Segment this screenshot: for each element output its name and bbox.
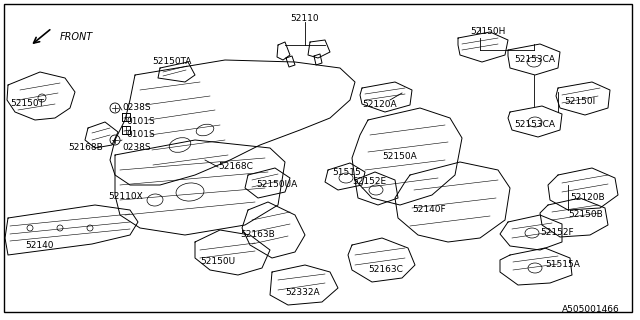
Text: 52150H: 52150H xyxy=(470,27,506,36)
Text: FRONT: FRONT xyxy=(60,32,93,42)
Text: 52150I: 52150I xyxy=(564,97,595,106)
Text: 52332A: 52332A xyxy=(285,288,319,297)
Text: 51515: 51515 xyxy=(332,168,361,177)
Text: A505001466: A505001466 xyxy=(563,305,620,314)
Text: 52110X: 52110X xyxy=(108,192,143,201)
Text: 51515A: 51515A xyxy=(545,260,580,269)
Text: 52153CA: 52153CA xyxy=(514,55,555,64)
Text: 52150A: 52150A xyxy=(382,152,417,161)
Text: 52152E: 52152E xyxy=(352,177,386,186)
Text: 52152F: 52152F xyxy=(540,228,573,237)
Text: 52163B: 52163B xyxy=(240,230,275,239)
Text: 52120B: 52120B xyxy=(570,193,605,202)
Text: 52120A: 52120A xyxy=(362,100,397,109)
Text: 0238S: 0238S xyxy=(122,103,150,112)
Text: 52150U: 52150U xyxy=(200,257,235,266)
Text: 52168B: 52168B xyxy=(68,143,103,152)
Text: 0238S: 0238S xyxy=(122,143,150,152)
Text: 0101S: 0101S xyxy=(126,117,155,126)
Text: 52140F: 52140F xyxy=(412,205,445,214)
Text: 0101S: 0101S xyxy=(126,130,155,139)
Text: 52140: 52140 xyxy=(25,241,54,250)
Text: 52150T: 52150T xyxy=(10,99,44,108)
Text: 52150TA: 52150TA xyxy=(152,57,191,66)
Text: 52150UA: 52150UA xyxy=(256,180,297,189)
Text: 52168C: 52168C xyxy=(218,162,253,171)
Text: 52153CA: 52153CA xyxy=(514,120,555,129)
Text: 52150B: 52150B xyxy=(568,210,603,219)
Text: 52110: 52110 xyxy=(291,14,319,23)
Text: 52163C: 52163C xyxy=(368,265,403,274)
